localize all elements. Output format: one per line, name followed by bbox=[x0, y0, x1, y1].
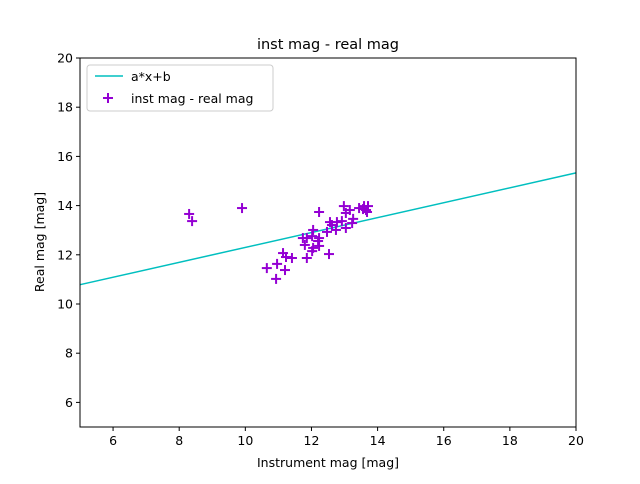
scatter-point bbox=[280, 265, 291, 276]
scatter-point bbox=[314, 240, 325, 251]
legend: a*x+b inst mag - real mag bbox=[86, 64, 274, 112]
scatter-point bbox=[314, 206, 325, 217]
y-tick-label: 16 bbox=[57, 149, 73, 164]
legend-label-fit: a*x+b bbox=[131, 69, 171, 84]
scatter-point bbox=[271, 273, 282, 284]
x-tick-label: 14 bbox=[370, 433, 386, 448]
scatter-point bbox=[237, 203, 248, 214]
y-tick-label: 8 bbox=[65, 346, 73, 361]
chart-title: inst mag - real mag bbox=[257, 37, 399, 53]
x-tick-label: 18 bbox=[502, 433, 518, 448]
scatter-point bbox=[347, 218, 358, 229]
y-tick-label: 14 bbox=[57, 198, 73, 213]
scatter-point bbox=[340, 222, 351, 233]
x-axis-label: Instrument mag [mag] bbox=[257, 455, 399, 470]
x-tick-label: 8 bbox=[175, 433, 183, 448]
scatter-point bbox=[340, 207, 351, 218]
scatter-point bbox=[323, 249, 334, 260]
scatter-point bbox=[187, 216, 198, 227]
y-tick-label: 18 bbox=[57, 100, 73, 115]
scatter-point bbox=[184, 208, 195, 219]
y-tick-label: 20 bbox=[57, 51, 73, 66]
scatter-point bbox=[261, 263, 272, 274]
y-tick-label: 12 bbox=[57, 247, 73, 262]
scatter-point bbox=[307, 231, 318, 242]
x-tick-label: 10 bbox=[237, 433, 253, 448]
scatter-point bbox=[358, 204, 369, 215]
scatter-point bbox=[286, 252, 297, 263]
scatter-point bbox=[338, 201, 349, 212]
y-tick-label: 10 bbox=[57, 297, 73, 312]
legend-label-scatter: inst mag - real mag bbox=[131, 91, 253, 106]
plot-frame bbox=[79, 57, 577, 428]
y-tick-label: 6 bbox=[65, 395, 73, 410]
scatter-point bbox=[301, 252, 312, 263]
scatter-point bbox=[307, 246, 318, 257]
scatter-point bbox=[301, 233, 312, 244]
scatter-point bbox=[322, 226, 333, 237]
x-tick-label: 6 bbox=[109, 433, 117, 448]
x-tick-label: 20 bbox=[568, 433, 584, 448]
legend-box bbox=[86, 64, 274, 112]
scatter-point bbox=[330, 224, 341, 235]
y-axis-label: Real mag [mag] bbox=[32, 192, 47, 292]
x-tick-label: 12 bbox=[304, 433, 320, 448]
x-tick-label: 16 bbox=[436, 433, 452, 448]
legend-marker-swatch bbox=[103, 93, 113, 103]
scatter-point bbox=[272, 258, 283, 269]
scatter-point bbox=[299, 239, 310, 250]
